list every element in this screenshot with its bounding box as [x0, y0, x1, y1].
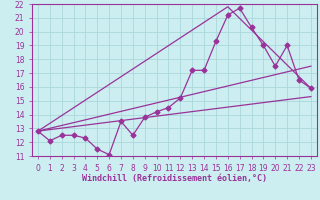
- X-axis label: Windchill (Refroidissement éolien,°C): Windchill (Refroidissement éolien,°C): [82, 174, 267, 183]
